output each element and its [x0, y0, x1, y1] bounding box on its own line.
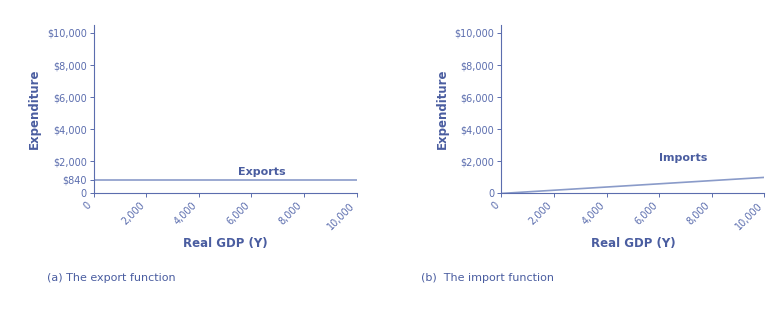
X-axis label: Real GDP (Y): Real GDP (Y): [590, 237, 675, 250]
Text: Exports: Exports: [238, 168, 286, 178]
Text: (b)  The import function: (b) The import function: [421, 273, 555, 283]
Y-axis label: Expenditure: Expenditure: [436, 69, 449, 149]
Y-axis label: Expenditure: Expenditure: [28, 69, 41, 149]
X-axis label: Real GDP (Y): Real GDP (Y): [183, 237, 268, 250]
Text: Imports: Imports: [659, 154, 707, 163]
Text: (a) The export function: (a) The export function: [47, 273, 176, 283]
